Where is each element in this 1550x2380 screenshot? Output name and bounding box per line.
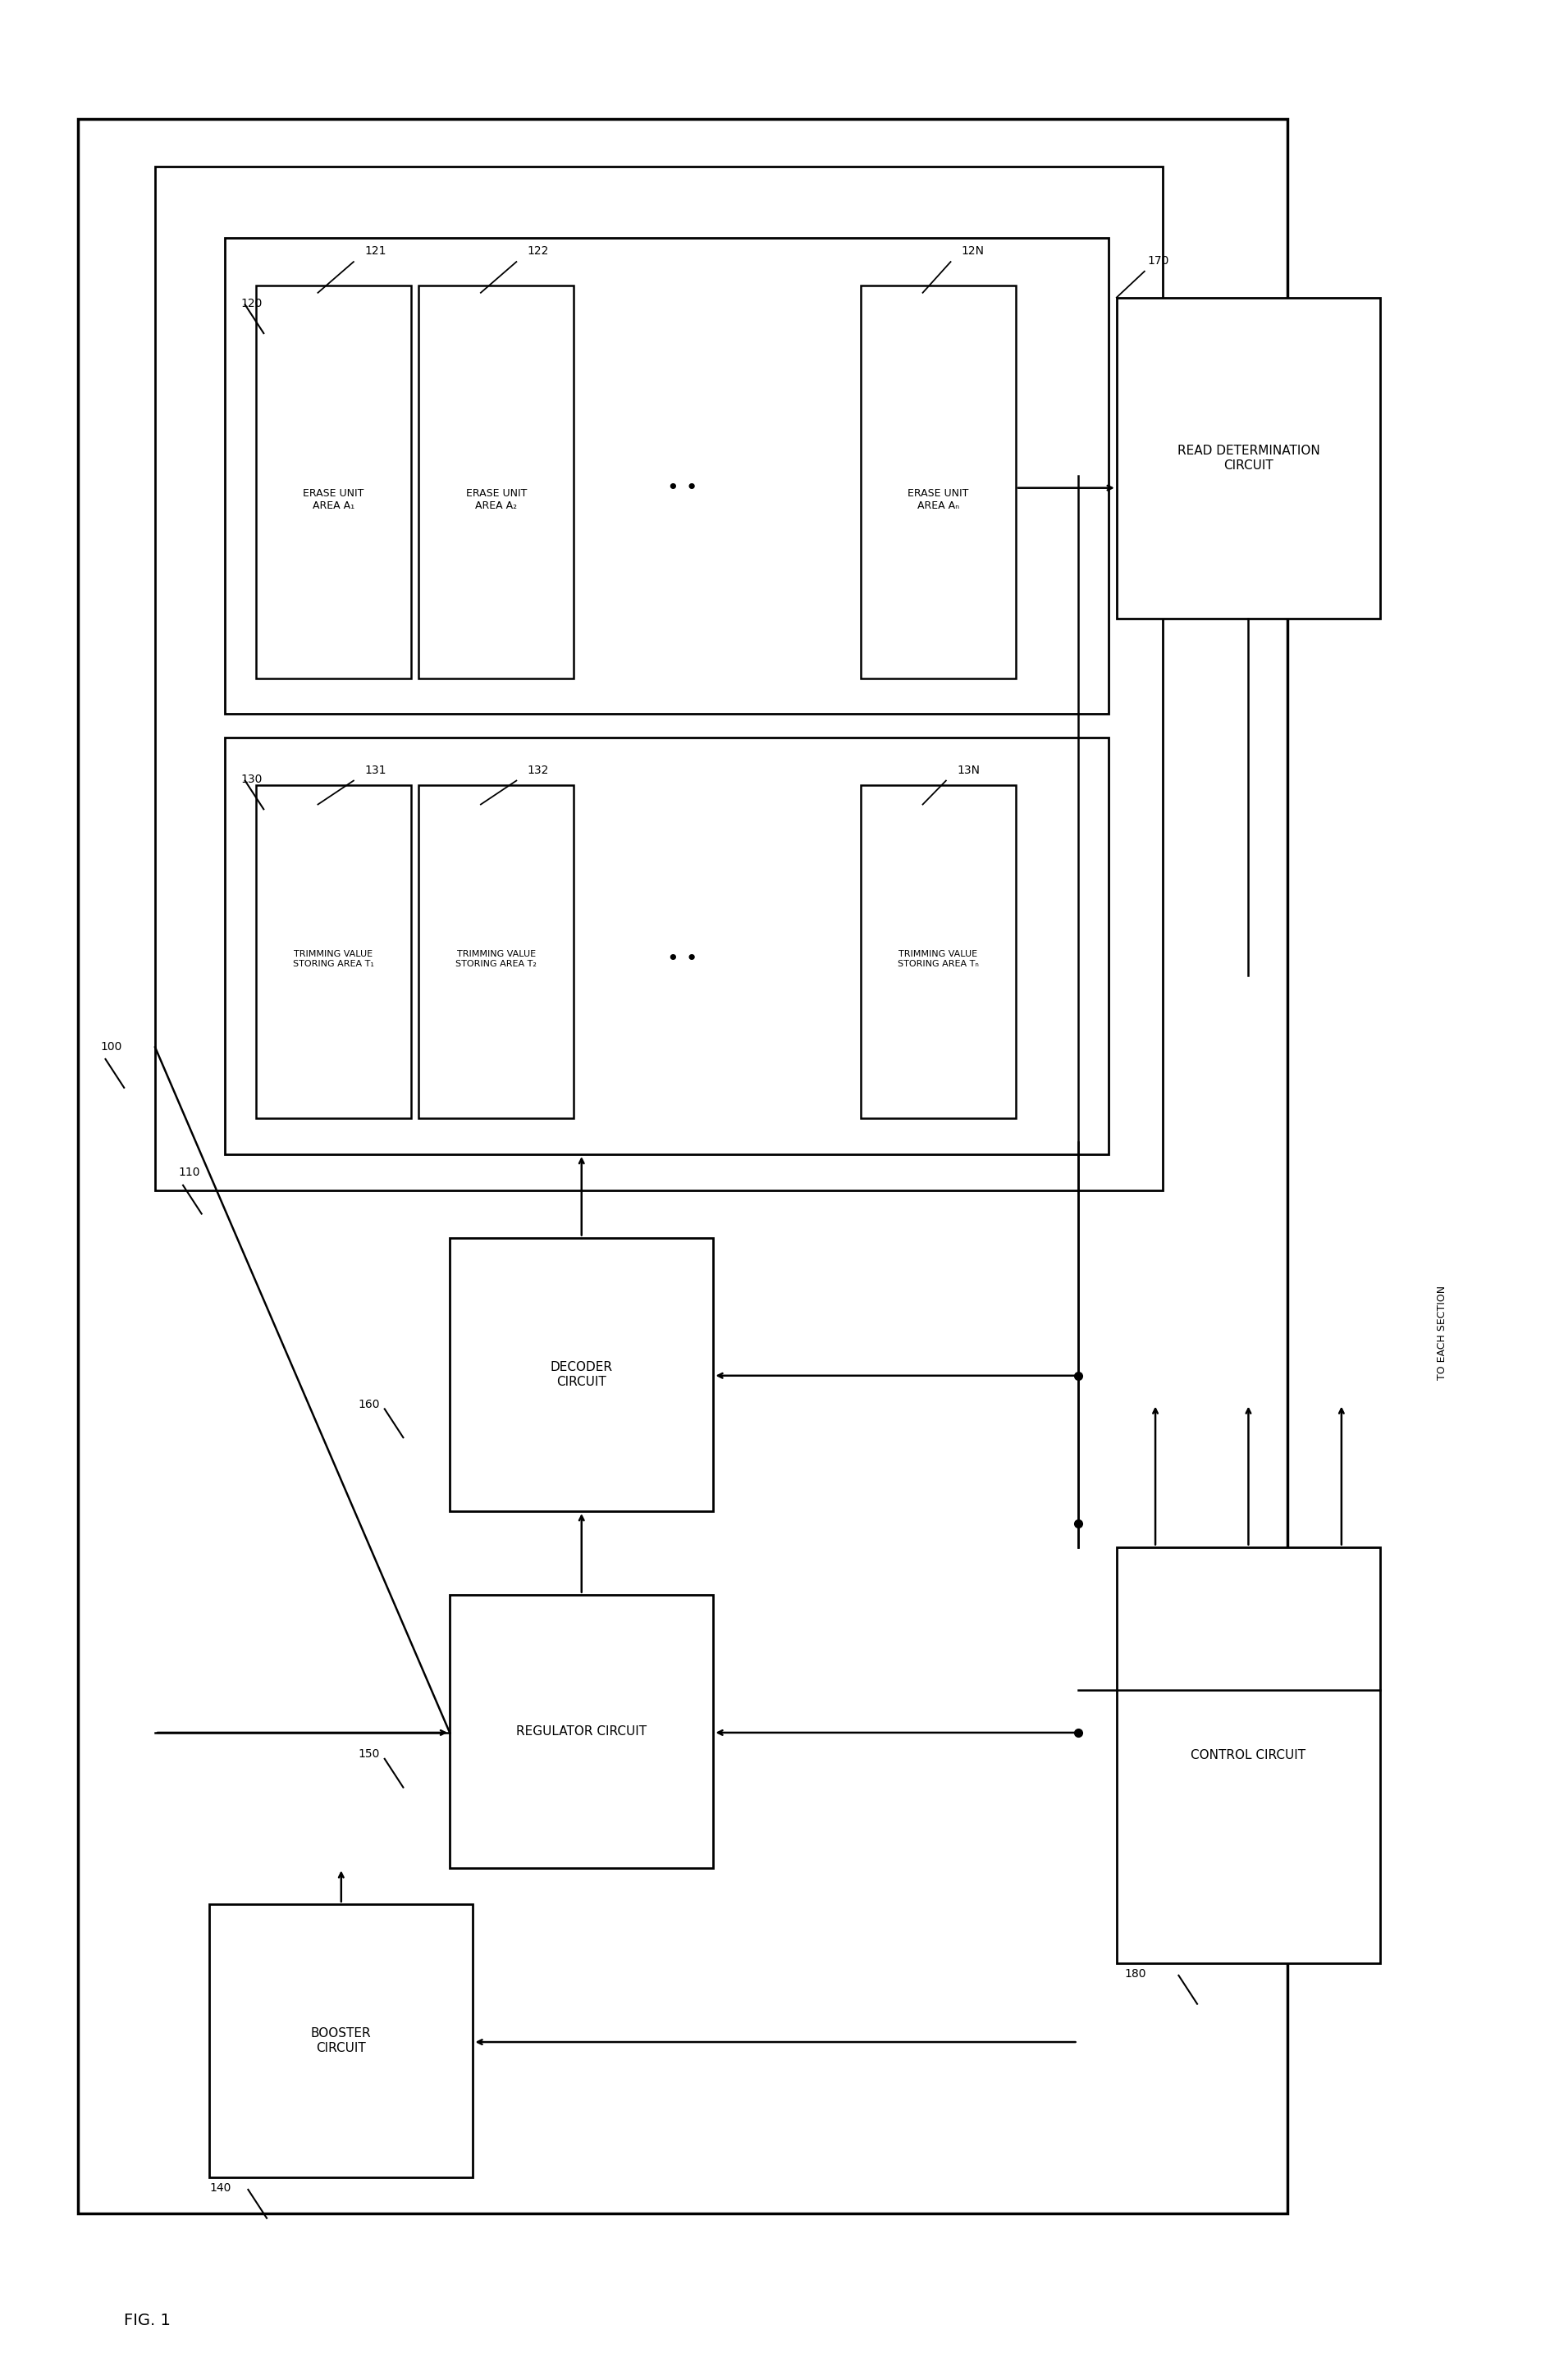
FancyBboxPatch shape: [449, 1595, 713, 1868]
Text: READ DETERMINATION
CIRCUIT: READ DETERMINATION CIRCUIT: [1176, 445, 1319, 471]
Text: 120: 120: [240, 298, 262, 309]
FancyBboxPatch shape: [1116, 1547, 1380, 1964]
Text: TRIMMING VALUE
STORING AREA T₁: TRIMMING VALUE STORING AREA T₁: [293, 950, 374, 969]
Text: 160: 160: [358, 1399, 380, 1409]
Text: 13N: 13N: [956, 764, 980, 776]
FancyBboxPatch shape: [78, 119, 1286, 2213]
Text: TRIMMING VALUE
STORING AREA T₂: TRIMMING VALUE STORING AREA T₂: [456, 950, 536, 969]
FancyBboxPatch shape: [418, 785, 573, 1119]
Text: 110: 110: [178, 1166, 200, 1178]
Text: 130: 130: [240, 774, 262, 785]
Text: 100: 100: [101, 1042, 122, 1052]
FancyBboxPatch shape: [860, 785, 1015, 1119]
FancyBboxPatch shape: [1116, 298, 1380, 619]
Text: 170: 170: [1147, 255, 1169, 267]
FancyBboxPatch shape: [256, 286, 411, 678]
FancyBboxPatch shape: [225, 238, 1108, 714]
FancyBboxPatch shape: [256, 785, 411, 1119]
FancyBboxPatch shape: [209, 1904, 473, 2178]
Text: CONTROL CIRCUIT: CONTROL CIRCUIT: [1190, 1749, 1305, 1761]
Text: TO EACH SECTION: TO EACH SECTION: [1437, 1285, 1446, 1380]
Text: ERASE UNIT
AREA Aₙ: ERASE UNIT AREA Aₙ: [907, 488, 969, 512]
Text: 140: 140: [209, 2182, 231, 2194]
FancyBboxPatch shape: [449, 1238, 713, 1511]
Text: BOOSTER
CIRCUIT: BOOSTER CIRCUIT: [312, 2028, 370, 2054]
FancyBboxPatch shape: [860, 286, 1015, 678]
Text: REGULATOR CIRCUIT: REGULATOR CIRCUIT: [516, 1726, 646, 1737]
Text: 150: 150: [358, 1749, 380, 1759]
Text: 12N: 12N: [961, 245, 984, 257]
Text: • •: • •: [666, 478, 698, 497]
Text: 180: 180: [1124, 1968, 1145, 1980]
Text: TRIMMING VALUE
STORING AREA Tₙ: TRIMMING VALUE STORING AREA Tₙ: [897, 950, 978, 969]
FancyBboxPatch shape: [418, 286, 573, 678]
Text: DECODER
CIRCUIT: DECODER CIRCUIT: [550, 1361, 612, 1388]
Text: 131: 131: [364, 764, 386, 776]
FancyBboxPatch shape: [225, 738, 1108, 1154]
Text: ERASE UNIT
AREA A₁: ERASE UNIT AREA A₁: [302, 488, 364, 512]
Text: FIG. 1: FIG. 1: [124, 2313, 170, 2328]
Text: 132: 132: [527, 764, 549, 776]
FancyBboxPatch shape: [155, 167, 1162, 1190]
Text: • •: • •: [666, 950, 698, 969]
Text: 121: 121: [364, 245, 386, 257]
Text: 122: 122: [527, 245, 549, 257]
Text: ERASE UNIT
AREA A₂: ERASE UNIT AREA A₂: [465, 488, 527, 512]
